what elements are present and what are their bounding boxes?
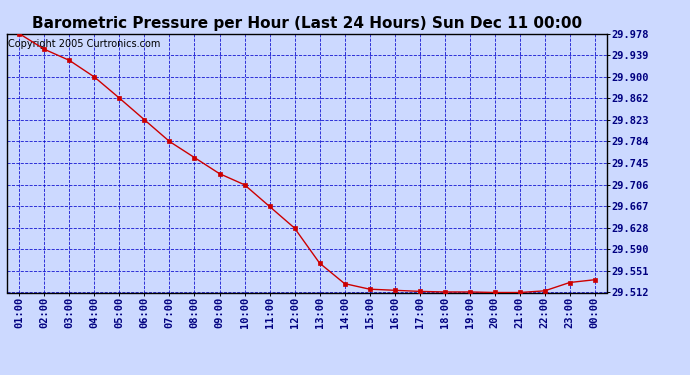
Title: Barometric Pressure per Hour (Last 24 Hours) Sun Dec 11 00:00: Barometric Pressure per Hour (Last 24 Ho… — [32, 16, 582, 31]
Text: Copyright 2005 Curtronics.com: Copyright 2005 Curtronics.com — [8, 39, 161, 49]
